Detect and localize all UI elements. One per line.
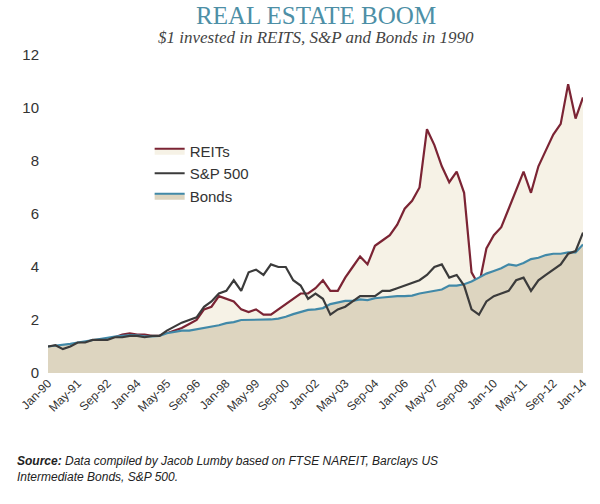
- svg-text:0: 0: [31, 364, 39, 381]
- svg-text:2: 2: [31, 311, 39, 328]
- svg-text:Jan-98: Jan-98: [197, 376, 233, 412]
- svg-text:S&P 500: S&P 500: [190, 165, 249, 182]
- svg-text:Sep-04: Sep-04: [344, 376, 381, 413]
- svg-text:May-95: May-95: [135, 376, 173, 414]
- svg-text:Sep-08: Sep-08: [433, 376, 470, 413]
- svg-text:Sep-96: Sep-96: [166, 376, 203, 413]
- svg-text:REAL ESTATE BOOM: REAL ESTATE BOOM: [196, 2, 436, 29]
- svg-text:Jan-90: Jan-90: [19, 376, 55, 412]
- svg-text:May-03: May-03: [313, 376, 351, 414]
- svg-text:Jan-94: Jan-94: [108, 376, 144, 412]
- svg-text:Jan-06: Jan-06: [375, 376, 411, 412]
- svg-text:Sep-92: Sep-92: [77, 376, 114, 413]
- svg-text:8: 8: [31, 152, 39, 169]
- svg-text:12: 12: [22, 46, 39, 63]
- svg-text:Jan-10: Jan-10: [464, 376, 500, 412]
- svg-text:REITs: REITs: [190, 143, 230, 160]
- svg-text:Sep-00: Sep-00: [255, 376, 292, 413]
- svg-text:May-11: May-11: [492, 376, 530, 414]
- svg-text:10: 10: [22, 99, 39, 116]
- svg-text:4: 4: [31, 258, 39, 275]
- svg-text:Sep-12: Sep-12: [522, 376, 559, 413]
- svg-text:6: 6: [31, 205, 39, 222]
- svg-text:May-99: May-99: [224, 376, 262, 414]
- svg-text:May-07: May-07: [403, 376, 441, 414]
- svg-text:Jan-14: Jan-14: [554, 376, 590, 412]
- svg-text:May-91: May-91: [46, 376, 84, 414]
- svg-text:Source: Data compiled by Jacob: Source: Data compiled by Jacob Lumby bas…: [17, 454, 438, 484]
- svg-text:Jan-02: Jan-02: [286, 376, 322, 412]
- svg-text:Bonds: Bonds: [190, 188, 233, 205]
- svg-text:$1 invested in REITS, S&P and: $1 invested in REITS, S&P and Bonds in 1…: [158, 28, 474, 47]
